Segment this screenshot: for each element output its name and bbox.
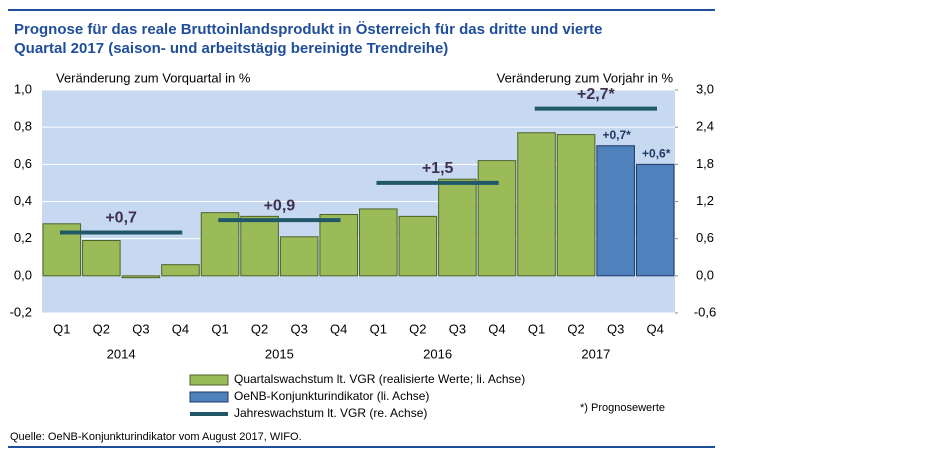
bar: [517, 132, 556, 277]
value-label: +0,9: [264, 197, 296, 214]
value-label: +2,7*: [577, 86, 616, 103]
y-tick-label: -0,2: [10, 304, 32, 319]
bar: [319, 214, 358, 277]
x-tick-label: Q3: [607, 321, 624, 336]
x-tick-label: Q4: [488, 321, 505, 336]
y2-tick-label: 0,6: [696, 230, 714, 245]
y2-tick-label: 0,0: [696, 267, 714, 282]
x-tick-label: Q2: [93, 321, 110, 336]
bar: [240, 215, 279, 277]
y-tick-label: 0,2: [14, 230, 32, 245]
bar: [438, 178, 477, 277]
legend-label: Jahreswachstum lt. VGR (re. Achse): [234, 406, 427, 420]
legend-swatch: [189, 391, 229, 403]
legend-label: Quartalswachstum lt. VGR (realisierte We…: [234, 372, 525, 386]
group-label: 2014: [107, 346, 136, 361]
bar: [359, 208, 398, 277]
value-label: +0,7: [105, 210, 137, 227]
y-tick-label: 0,8: [14, 119, 32, 134]
value-label: +0,7*: [602, 128, 631, 142]
y-tick-label: 0,4: [14, 193, 32, 208]
bar: [161, 264, 200, 277]
chart-title: Quartal 2017 (saison- und arbeitstägig b…: [14, 40, 448, 57]
y-axis-label: Veränderung zum Vorquartal in %: [56, 70, 251, 85]
y2-tick-label: 1,2: [696, 193, 714, 208]
x-tick-label: Q1: [528, 321, 545, 336]
bar: [596, 145, 635, 277]
x-tick-label: Q3: [449, 321, 466, 336]
x-tick-label: Q1: [370, 321, 387, 336]
x-tick-label: Q3: [290, 321, 307, 336]
legend-swatch: [189, 374, 229, 386]
bar: [477, 160, 517, 277]
y-tick-label: 1,0: [14, 81, 32, 96]
value-label: +0,6*: [642, 147, 671, 161]
group-label: 2015: [265, 346, 294, 361]
footnote: *) Prognosewerte: [580, 402, 665, 414]
y2-tick-label: 3,0: [696, 81, 714, 96]
bar: [398, 215, 438, 277]
x-tick-label: Q3: [132, 321, 149, 336]
y-tick-label: 0,6: [14, 156, 32, 171]
y2-tick-label: -0,6: [694, 304, 716, 319]
y2-axis-label: Veränderung zum Vorjahr in %: [497, 70, 674, 85]
chart-title: Prognose für das reale Bruttoinlandsprod…: [14, 21, 602, 38]
x-tick-label: Q2: [251, 321, 268, 336]
x-tick-label: Q4: [330, 321, 347, 336]
bar: [121, 275, 161, 279]
bar: [200, 212, 240, 277]
bar: [556, 134, 596, 277]
y2-tick-label: 2,4: [696, 119, 714, 134]
group-label: 2016: [423, 346, 452, 361]
bar: [279, 236, 319, 277]
y-tick-label: 0,0: [14, 267, 32, 282]
value-label: +1,5: [422, 160, 454, 177]
x-tick-label: Q1: [211, 321, 228, 336]
group-label: 2017: [581, 346, 610, 361]
bar: [635, 163, 675, 277]
x-tick-label: Q2: [567, 321, 584, 336]
x-tick-label: Q4: [647, 321, 664, 336]
x-tick-label: Q2: [409, 321, 426, 336]
source: Quelle: OeNB-Konjunkturindikator vom Aug…: [10, 431, 302, 443]
x-tick-label: Q4: [172, 321, 189, 336]
legend-label: OeNB-Konjunkturindikator (li. Achse): [234, 389, 429, 403]
y2-tick-label: 1,8: [696, 156, 714, 171]
bar: [82, 240, 121, 277]
x-tick-label: Q1: [53, 321, 70, 336]
